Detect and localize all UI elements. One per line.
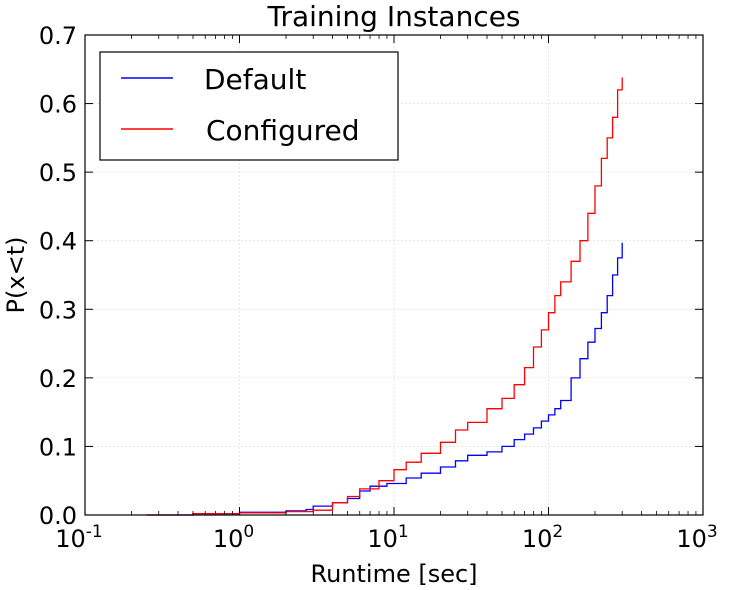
x-tick-labels: 10-1 100 101 102 103 [55,522,717,553]
series-line-configured [146,77,623,516]
legend: Default Configured [99,51,399,161]
y-tick-label: 0.4 [39,228,77,256]
y-tick-label: 0.1 [39,433,77,461]
y-tick-label: 0.2 [39,365,77,393]
y-tick-label: 0.3 [39,296,77,324]
y-tick-label: 0.5 [39,159,77,187]
series-line-default [146,242,623,516]
x-tick-label: 10-1 [55,522,103,553]
tick-marks [84,34,704,516]
y-tick-labels: 0.0 0.1 0.2 0.3 0.4 0.5 0.6 0.7 [39,22,77,530]
chart-title: Training Instances [266,0,520,33]
x-tick-label: 101 [367,522,408,553]
legend-box [99,51,399,161]
y-axis-label: P(x<t) [2,237,30,314]
legend-label-configured: Configured [206,114,359,147]
y-tick-label: 0.7 [39,22,77,50]
y-tick-label: 0.0 [39,502,77,530]
x-tick-label: 100 [213,522,254,553]
x-tick-label: 103 [676,522,717,553]
series-lines [146,77,623,516]
x-axis-label: Runtime [sec] [310,560,477,588]
legend-label-default: Default [204,63,306,96]
x-tick-label: 102 [522,522,563,553]
y-tick-label: 0.6 [39,91,77,119]
